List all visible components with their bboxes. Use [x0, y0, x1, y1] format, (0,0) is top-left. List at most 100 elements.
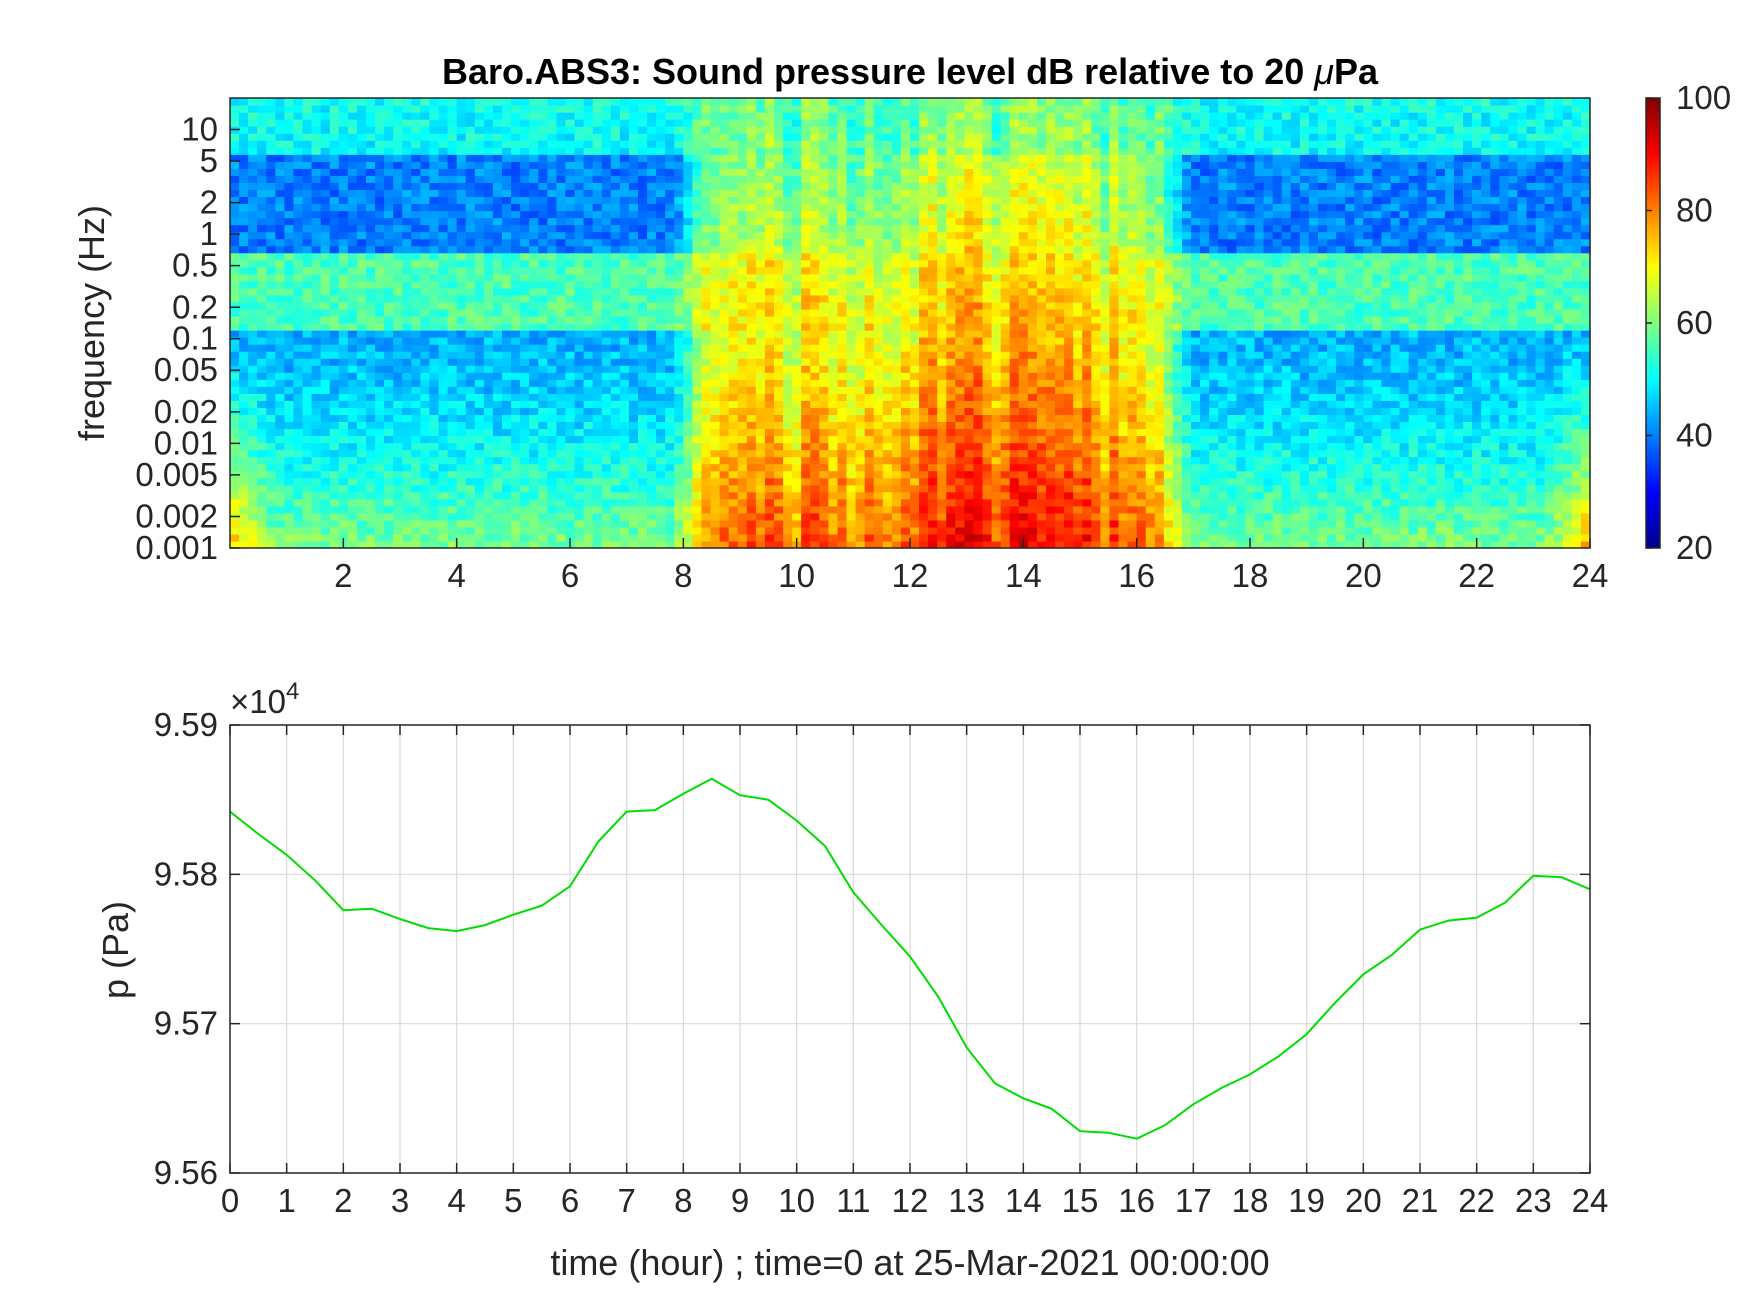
heatmap-cell — [429, 477, 440, 486]
heatmap-cell — [465, 273, 476, 282]
heatmap-cell — [275, 168, 285, 176]
heatmap-cell — [266, 463, 276, 472]
heatmap-cell — [792, 168, 802, 176]
heatmap-cell — [819, 428, 829, 437]
heatmap-cell — [248, 323, 258, 331]
heatmap-cell — [928, 505, 938, 514]
heatmap-cell — [356, 154, 367, 162]
heatmap-cell — [692, 315, 703, 324]
heatmap-cell — [366, 519, 376, 528]
heatmap-cell — [746, 126, 757, 134]
heatmap-cell — [420, 182, 431, 191]
heatmap-cell — [347, 463, 358, 472]
heatmap-cell — [366, 161, 376, 169]
heatmap-cell — [511, 98, 521, 106]
heatmap-cell — [420, 491, 431, 500]
heatmap-cell — [701, 140, 712, 148]
heatmap-cell — [230, 323, 240, 331]
heatmap-cell — [293, 259, 304, 268]
heatmap-cell — [420, 337, 431, 345]
heatmap-cell — [429, 379, 440, 387]
heatmap-cell — [910, 175, 920, 183]
heatmap-cell — [520, 414, 530, 423]
heatmap-cell — [774, 470, 784, 479]
heatmap-cell — [692, 245, 703, 254]
heatmap-cell — [302, 505, 313, 514]
heatmap-cell — [774, 126, 784, 134]
heatmap-cell — [783, 224, 793, 233]
heatmap-cell — [538, 126, 548, 134]
heatmap-cell — [683, 330, 693, 338]
heatmap-cell — [347, 203, 358, 212]
heatmap-cell — [628, 540, 639, 549]
heatmap-cell — [338, 154, 349, 162]
heatmap-cell — [683, 280, 693, 289]
heatmap-cell — [719, 259, 730, 268]
heatmap-cell — [937, 526, 947, 535]
heatmap-cell — [366, 365, 376, 373]
heatmap-cell — [665, 505, 675, 514]
heatmap-cell — [837, 301, 848, 310]
heatmap-cell — [429, 519, 440, 528]
heatmap-cell — [710, 526, 721, 535]
heatmap-cell — [366, 414, 376, 423]
heatmap-cell — [628, 449, 639, 458]
heatmap-cell — [864, 252, 875, 261]
heatmap-cell — [610, 119, 621, 127]
heatmap-cell — [828, 519, 839, 528]
heatmap-cell — [556, 105, 567, 113]
heatmap-cell — [293, 154, 304, 162]
heatmap-cell — [429, 484, 440, 493]
heatmap-cell — [628, 470, 639, 479]
heatmap-cell — [547, 400, 557, 408]
heatmap-cell — [411, 456, 421, 465]
heatmap-cell — [529, 428, 539, 437]
heatmap-cell — [402, 344, 412, 352]
heatmap-cell — [919, 351, 929, 359]
heatmap-cell — [828, 259, 839, 268]
heatmap-cell — [529, 133, 539, 141]
heatmap-cell — [610, 491, 621, 500]
heatmap-cell — [619, 330, 630, 338]
heatmap-cell — [891, 147, 902, 155]
heatmap-cell — [465, 344, 476, 352]
heatmap-cell — [284, 98, 295, 106]
heatmap-cell — [366, 308, 376, 317]
heatmap-cell — [819, 533, 829, 542]
heatmap-cell — [592, 224, 603, 233]
heatmap-cell — [846, 519, 857, 528]
heatmap-cell — [910, 365, 920, 373]
heatmap-cell — [864, 372, 875, 380]
heatmap-cell — [302, 231, 313, 240]
heatmap-cell — [719, 182, 730, 191]
heatmap-cell — [402, 372, 412, 380]
heatmap-cell — [910, 196, 920, 205]
heatmap-cell — [810, 428, 820, 437]
heatmap-cell — [783, 337, 793, 345]
heatmap-cell — [347, 161, 358, 169]
heatmap-cell — [882, 372, 893, 380]
heatmap-cell — [810, 351, 820, 359]
heatmap-cell — [320, 245, 331, 254]
heatmap-cell — [538, 540, 548, 549]
heatmap-cell — [647, 365, 657, 373]
heatmap-cell — [248, 119, 258, 127]
heatmap-cell — [601, 105, 612, 113]
heatmap-cell — [547, 540, 557, 549]
heatmap-cell — [266, 252, 276, 261]
heatmap-cell — [302, 435, 313, 444]
heatmap-cell — [320, 519, 331, 528]
heatmap-cell — [792, 505, 802, 514]
heatmap-cell — [465, 428, 476, 437]
heatmap-cell — [592, 210, 603, 219]
heatmap-cell — [764, 168, 775, 176]
heatmap-cell — [547, 358, 557, 366]
heatmap-cell — [619, 287, 630, 296]
heatmap-cell — [284, 294, 295, 303]
heatmap-cell — [774, 393, 784, 401]
heatmap-cell — [293, 365, 304, 373]
heatmap-cell — [755, 393, 766, 401]
heatmap-cell — [420, 372, 431, 380]
heatmap-cell — [583, 238, 594, 247]
heatmap-cell — [900, 238, 911, 247]
